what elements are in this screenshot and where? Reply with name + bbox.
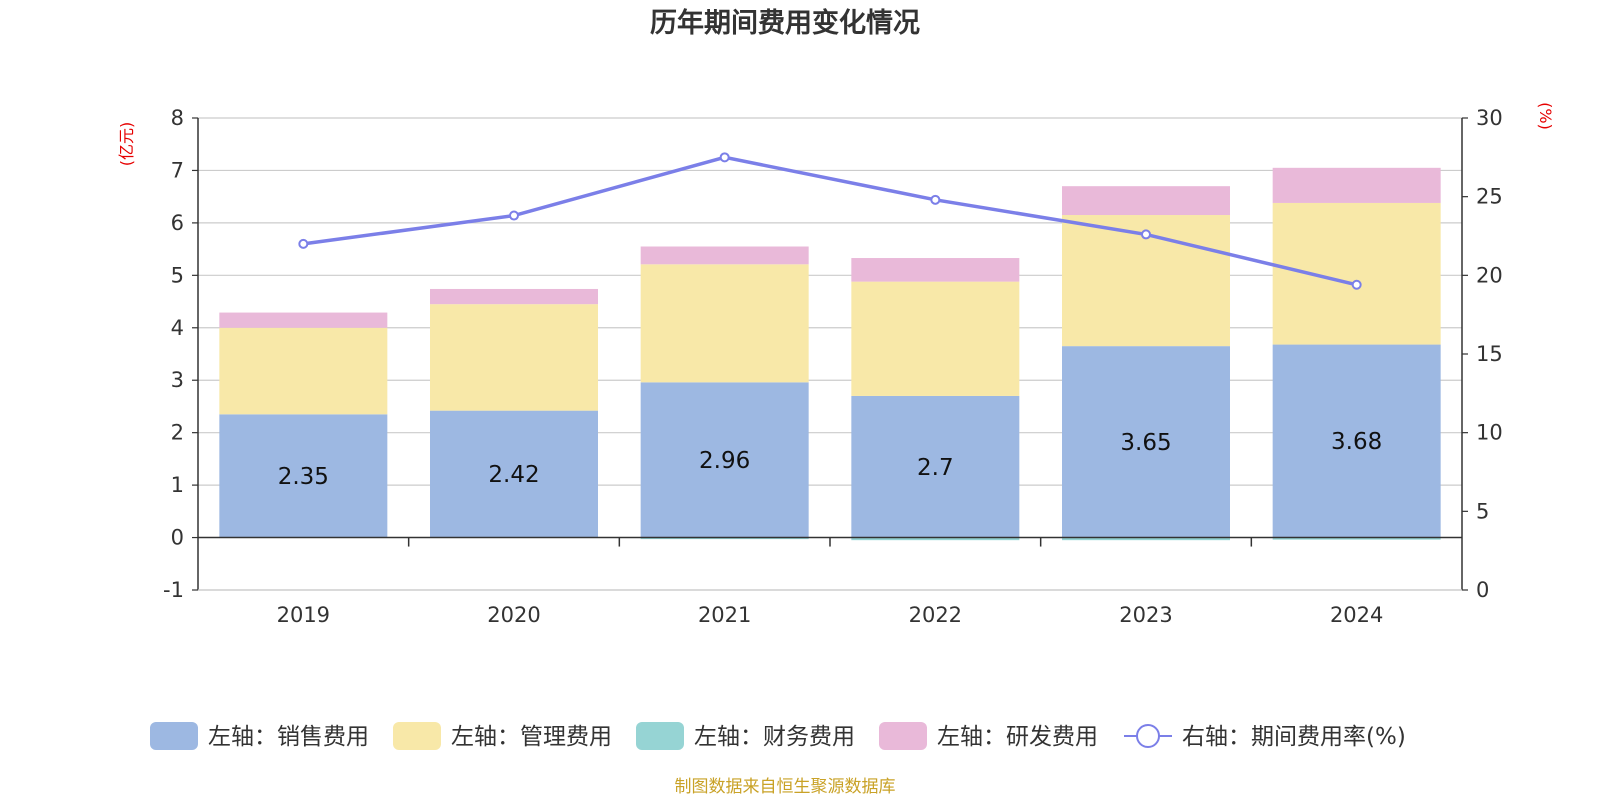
left-tick-label: 5 (171, 263, 184, 287)
left-tick-label: 2 (171, 421, 184, 445)
bar (219, 327, 388, 415)
bar (1062, 346, 1230, 538)
bar (1272, 537, 1441, 540)
rate-point (298, 238, 309, 249)
legend: 左轴：销售费用 左轴：管理费用 左轴：财务费用 左轴：研发费用 右轴：期间费用率(%) (150, 722, 1406, 750)
data-labels: 2.35 2.42 2.96 2.7 3.65 3.68 (278, 429, 1383, 490)
legend-label: 左轴：财务费用 (694, 724, 855, 750)
rate-point (930, 194, 941, 205)
bar-series (219, 167, 1441, 541)
bar (640, 382, 809, 538)
bar (1272, 344, 1441, 538)
legend-label: 左轴：管理费用 (451, 724, 612, 750)
bar (640, 537, 809, 540)
bar (430, 410, 598, 538)
left-tick-label: 4 (171, 316, 184, 340)
left-tick-label: -1 (163, 578, 184, 602)
bar (851, 258, 1020, 282)
bar (640, 246, 809, 265)
data-label: 2.7 (917, 455, 954, 481)
legend-marker (1136, 724, 1160, 748)
bar (1062, 186, 1230, 216)
bar (430, 288, 598, 305)
legend-swatch (636, 722, 684, 750)
bar (851, 395, 1020, 538)
left-tick-label: 3 (171, 368, 184, 392)
bar (640, 264, 809, 383)
legend-swatch (879, 722, 927, 750)
left-tick-label: 1 (171, 473, 184, 497)
x-tick-label: 2021 (698, 603, 751, 627)
rate-point (509, 210, 519, 221)
legend-label: 右轴：期间费用率(%) (1182, 724, 1406, 750)
rate-point (1141, 229, 1151, 240)
legend-swatch (393, 722, 441, 750)
left-tick-label: 6 (171, 211, 184, 235)
right-axis-unit: (%) (1536, 102, 1555, 130)
x-tick-label: 2023 (1119, 603, 1172, 627)
right-tick-label: 30 (1476, 106, 1503, 130)
right-tick-label: 20 (1476, 263, 1503, 287)
bar (1272, 202, 1441, 345)
chart-title: 历年期间费用变化情况 (650, 7, 920, 39)
right-tick-label: 5 (1476, 499, 1489, 523)
bar (851, 281, 1020, 396)
legend-label: 左轴：销售费用 (208, 724, 369, 750)
legend-label: 左轴：研发费用 (937, 724, 1098, 750)
legend-swatch (150, 722, 198, 750)
bar (851, 537, 1020, 541)
bar (1062, 537, 1230, 541)
x-tick-label: 2019 (277, 603, 330, 627)
data-label: 2.96 (699, 448, 750, 474)
rate-line (303, 155, 1358, 287)
right-tick-label: 15 (1476, 342, 1503, 366)
right-tick-label: 10 (1476, 421, 1503, 445)
source-note: 制图数据来自恒生聚源数据库 (675, 777, 896, 797)
data-label: 2.42 (488, 462, 539, 488)
data-label: 3.65 (1120, 430, 1171, 456)
rate-point (1351, 279, 1362, 290)
x-tick-label: 2022 (909, 603, 962, 627)
bar (1272, 167, 1441, 203)
right-tick-label: 0 (1476, 578, 1489, 602)
grid-lines (198, 117, 1462, 591)
bar (430, 304, 598, 411)
x-tick-label: 2024 (1330, 603, 1383, 627)
data-label: 2.35 (278, 464, 329, 490)
line-series (298, 152, 1362, 290)
left-tick-label: 0 (171, 526, 184, 550)
data-label: 3.68 (1331, 429, 1382, 455)
bar (219, 312, 388, 328)
x-tick-label: 2020 (487, 603, 540, 627)
rate-point (719, 152, 730, 163)
left-tick-label: 7 (171, 158, 184, 182)
right-tick-label: 25 (1476, 185, 1503, 209)
bar (219, 414, 388, 538)
left-tick-label: 8 (171, 106, 184, 130)
left-axis-unit: (亿元) (117, 122, 136, 167)
